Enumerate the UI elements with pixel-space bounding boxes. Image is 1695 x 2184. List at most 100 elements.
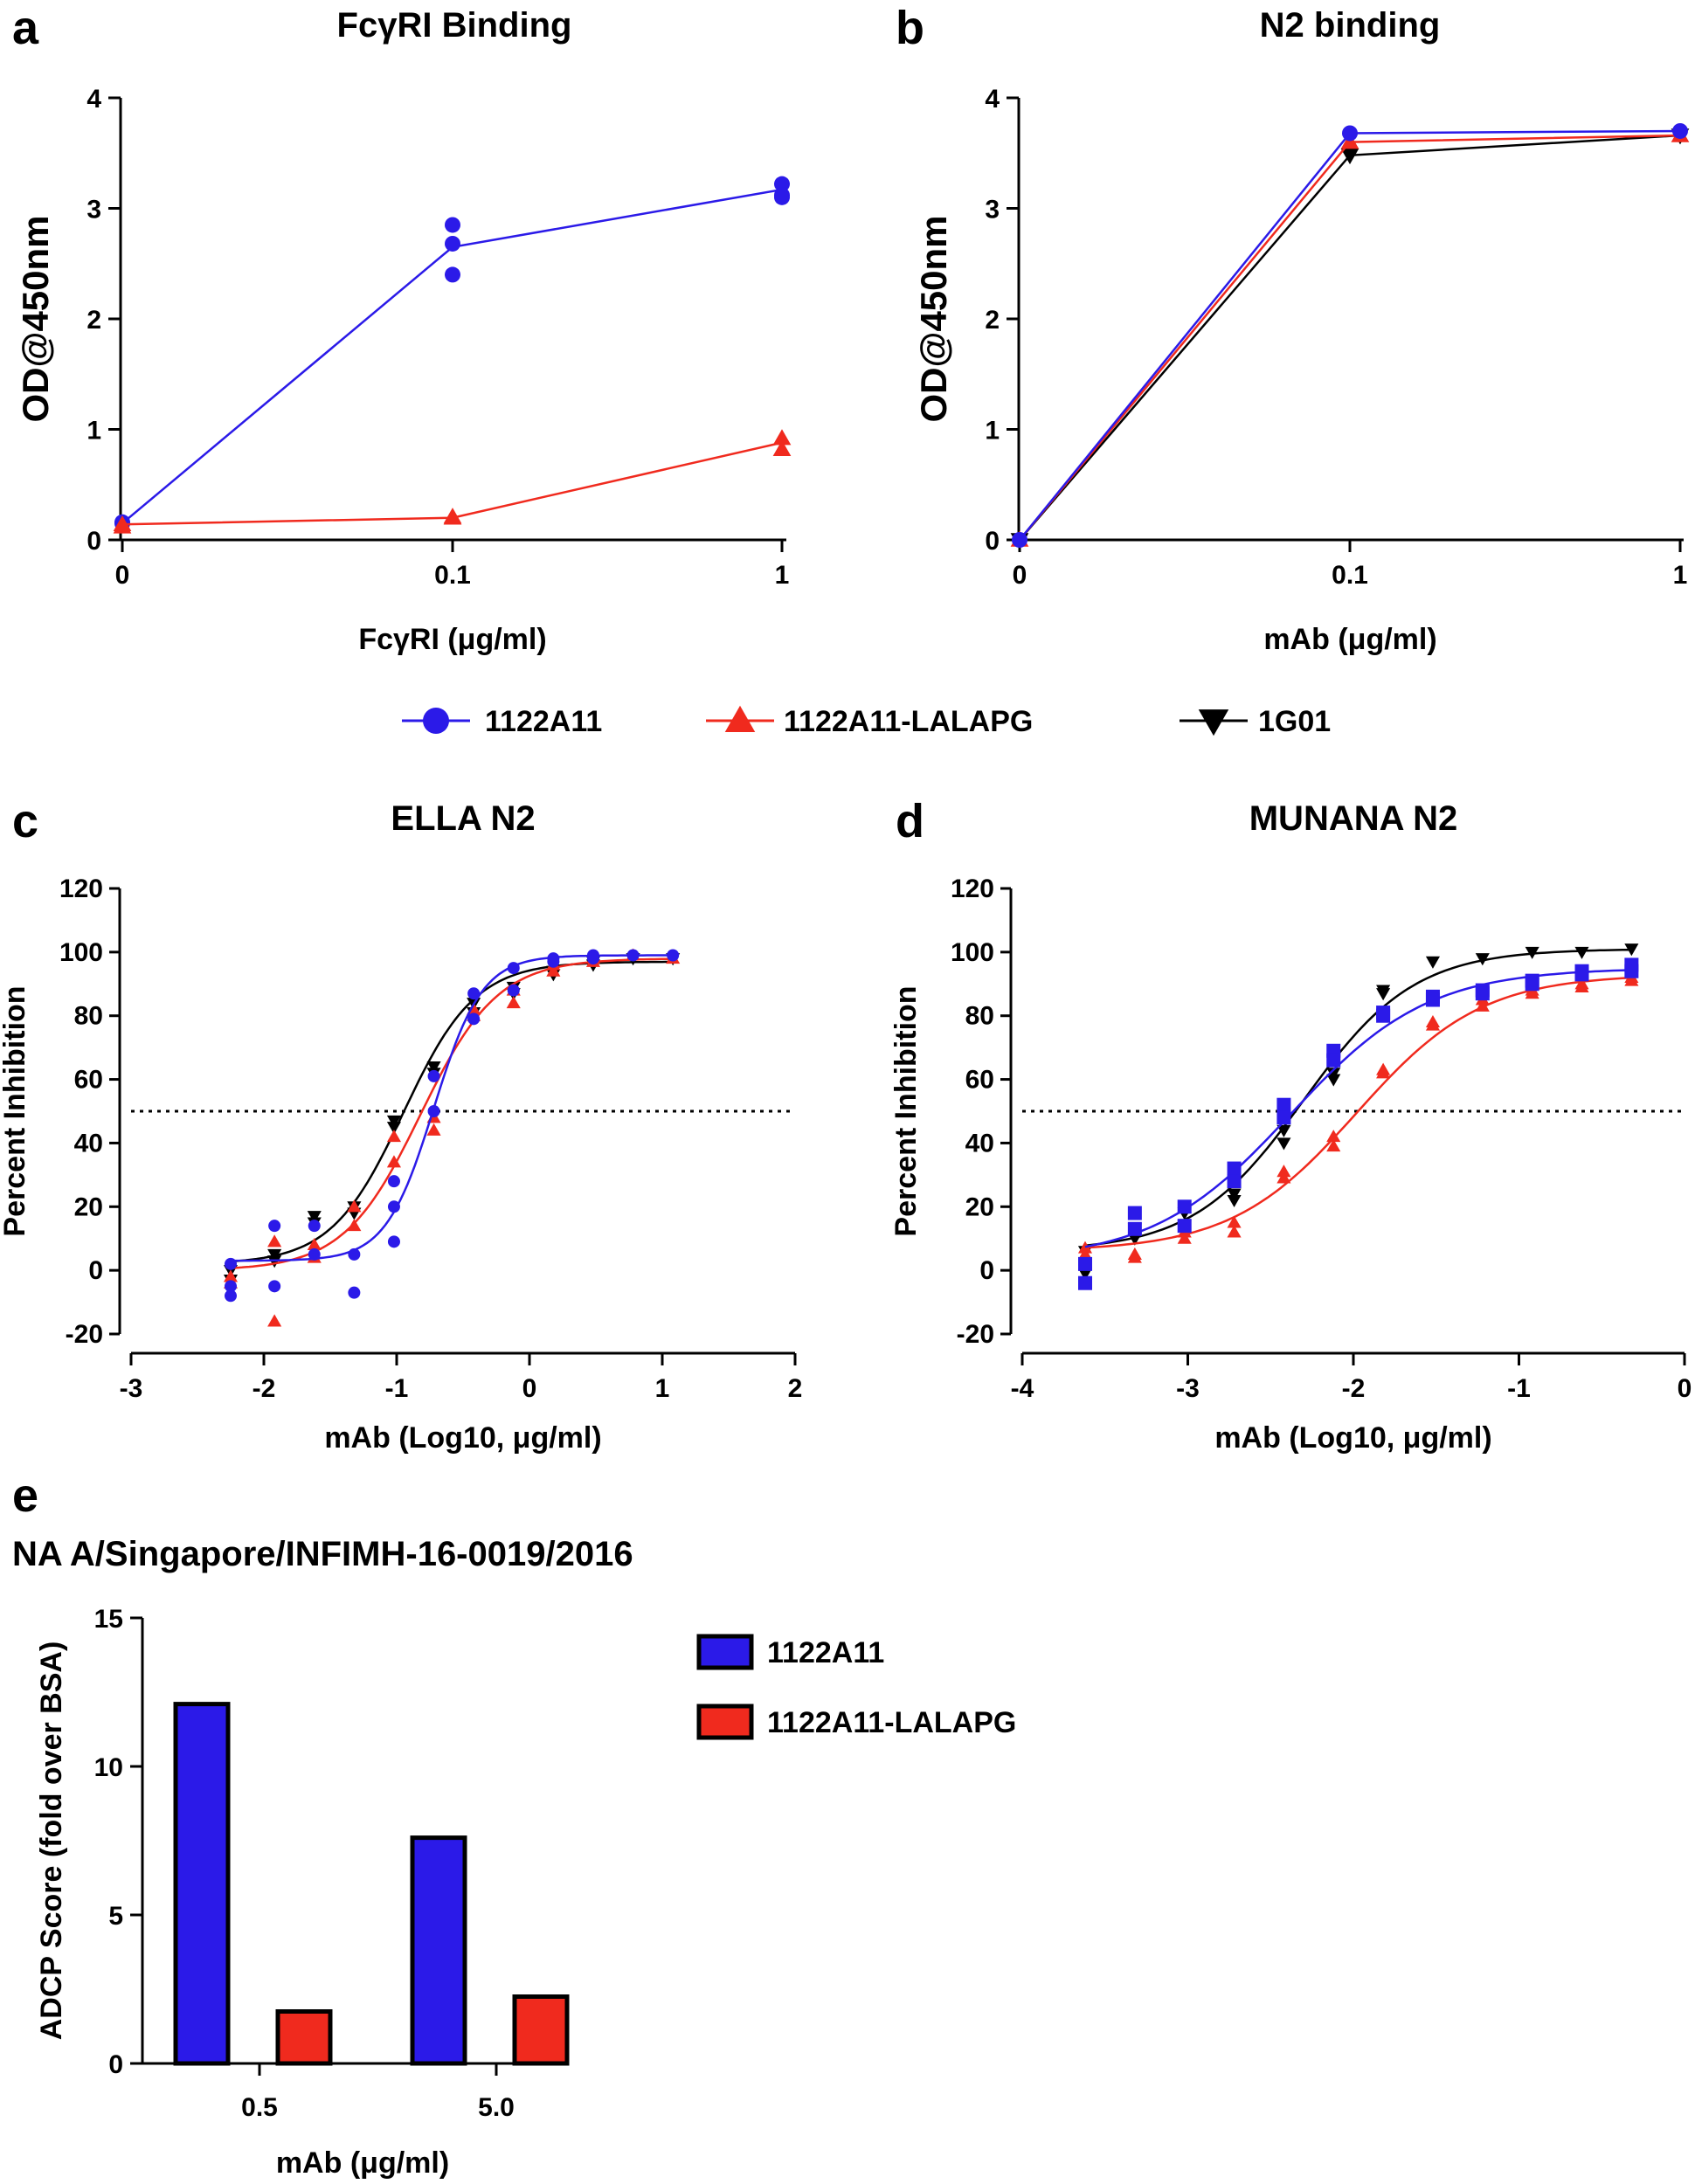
x-tick-label: 1	[1673, 561, 1688, 590]
data-point-1122A11	[467, 987, 481, 1000]
panel-c-ella-n2: c ELLA N2 -20 0 20 40 60 80 100 120 -3 -2 -1 0 1 2 mAb (…	[0, 795, 802, 1455]
series-line-1122A11-LALAPG	[1019, 134, 1681, 541]
bar-1122A11-0.5	[173, 1702, 231, 2066]
chart-title: ELLA N2	[391, 799, 535, 838]
panel-b-n2-binding: b N2 binding 0 1 2 3 4 0 0.1 1 mAb (μg/ml) OD@450nm	[896, 2, 1690, 656]
data-point-1122A11-LALAPG	[1077, 1247, 1093, 1260]
x-tick-label: -3	[1176, 1374, 1200, 1403]
legend-label: 1122A11-LALAPG	[784, 705, 1033, 738]
legend-marker-1G01	[1198, 709, 1229, 736]
y-tick-label: -20	[957, 1320, 994, 1349]
data-point-1122A11	[1078, 1256, 1093, 1271]
data-point-1122A11	[308, 1220, 321, 1233]
y-tick-label: 120	[59, 874, 103, 903]
x-tick-label: -2	[253, 1374, 276, 1403]
data-point-1G01	[1227, 1194, 1242, 1208]
y-tick-label: 1	[985, 417, 1000, 446]
data-point-1G01	[386, 1122, 402, 1135]
data-point-1122A11	[1525, 977, 1539, 992]
x-tick-label: 0	[115, 561, 130, 590]
data-point-1122A11-LALAPG	[1227, 1215, 1242, 1228]
data-point-1122A11	[348, 1248, 361, 1261]
x-axis-label: mAb (μg/ml)	[1263, 623, 1436, 656]
data-point-1122A11	[387, 1235, 400, 1248]
series-line-1122A11	[1019, 129, 1681, 541]
y-tick-label: 2	[985, 306, 1000, 335]
bar-1122A11-5.0	[410, 1835, 467, 2066]
y-tick-label: 3	[985, 196, 1000, 225]
y-tick-label: 80	[74, 1002, 103, 1031]
data-point-1122A11	[1227, 1174, 1242, 1189]
data-point-1122A11-LALAPG	[1425, 1014, 1441, 1028]
data-point-1122A11-LALAPG	[267, 1234, 282, 1248]
panel-letter: b	[896, 2, 924, 54]
y-tick-label: 5	[108, 1902, 123, 1931]
y-tick-label: 2	[86, 306, 101, 335]
data-point-1122A11	[1127, 1221, 1142, 1236]
y-tick-label: 40	[74, 1129, 103, 1158]
data-point-1G01	[386, 1115, 402, 1128]
data-point-1122A11	[1475, 986, 1490, 1001]
y-axis-label: OD@450nm	[913, 215, 954, 422]
data-point-1122A11-LALAPG	[1177, 1231, 1192, 1244]
data-point-1122A11-LALAPG	[1276, 1171, 1291, 1184]
series-line-1G01	[1019, 134, 1681, 541]
panel-d-munana-n2: d MUNANA N2 -20 0 20 40 60 80 100 120 -4 -3 -2 -1 0 mAb…	[889, 795, 1692, 1455]
data-point-1122A11	[1342, 125, 1358, 142]
data-point-1122A11-LALAPG	[1127, 1250, 1142, 1263]
chart-title: N2 binding	[1260, 6, 1441, 45]
panel-letter: c	[12, 795, 38, 847]
data-point-1G01	[1425, 956, 1441, 969]
data-point-1G01	[1077, 1268, 1093, 1281]
bar-1122A11-LALAPG-0.5	[275, 2009, 333, 2066]
legend-swatch-1122A11	[696, 1634, 754, 1670]
data-point-1122A11	[387, 1175, 400, 1188]
data-point-1122A11-LALAPG	[1077, 1241, 1093, 1254]
y-tick-label: 1	[86, 417, 101, 446]
data-point-1122A11-LALAPG	[772, 429, 792, 446]
data-point-1122A11	[667, 949, 680, 962]
data-point-1122A11	[308, 1248, 321, 1261]
fit-curve-1122A11	[231, 954, 674, 1262]
y-tick-label: 15	[94, 1605, 123, 1634]
y-tick-label: 0	[108, 2050, 123, 2079]
x-axis-label: FcγRI (μg/ml)	[358, 623, 546, 656]
panel-letter: d	[896, 795, 924, 847]
legend-ab: 1122A11 1122A11-LALAPG 1G01	[402, 705, 1331, 738]
x-tick-label: -4	[1011, 1374, 1034, 1403]
x-tick-label: 0	[1013, 561, 1027, 590]
data-point-1122A11	[445, 235, 460, 252]
y-tick-label: 20	[74, 1192, 103, 1221]
x-tick-label: 0	[522, 1374, 537, 1403]
data-point-1122A11	[268, 1280, 281, 1293]
data-point-1G01	[1376, 988, 1391, 1001]
data-point-1G01	[1276, 1124, 1291, 1137]
data-point-1G01	[1525, 946, 1539, 959]
data-point-1G01	[1276, 1137, 1291, 1151]
data-point-1122A11-LALAPG	[1326, 1139, 1341, 1152]
data-point-1G01	[1340, 149, 1359, 165]
data-point-1122A11-LALAPG	[267, 1314, 282, 1327]
data-point-1122A11-LALAPG	[1624, 973, 1639, 986]
data-point-1122A11-LALAPG	[1276, 1165, 1291, 1178]
panel-e-adcp: e NA A/Singapore/INFIMH-16-0019/2016 0 5 10 1…	[12, 1469, 633, 2180]
data-point-1122A11-LALAPG	[1227, 1225, 1242, 1238]
x-tick-label: -3	[120, 1374, 143, 1403]
y-axis-label: ADCP Score (fold over BSA)	[35, 1641, 68, 2041]
data-point-1122A11	[1127, 1206, 1142, 1220]
data-point-1122A11-LALAPG	[386, 1155, 402, 1168]
data-point-1122A11-LALAPG	[1326, 1130, 1341, 1143]
x-tick-label: -1	[385, 1374, 409, 1403]
y-axis-label: Percent Inhibition	[0, 985, 31, 1236]
x-tick-label: -2	[1342, 1374, 1366, 1403]
data-point-1122A11-LALAPG	[347, 1199, 362, 1213]
panel-letter: a	[12, 2, 39, 54]
y-tick-label: 100	[59, 938, 103, 967]
y-tick-label: 0	[985, 527, 1000, 556]
data-point-1122A11	[445, 266, 460, 283]
data-point-1122A11	[427, 1105, 440, 1117]
fit-curve-1122A11	[1084, 969, 1632, 1248]
data-point-1122A11	[348, 1286, 361, 1299]
y-tick-label: 40	[965, 1129, 994, 1158]
